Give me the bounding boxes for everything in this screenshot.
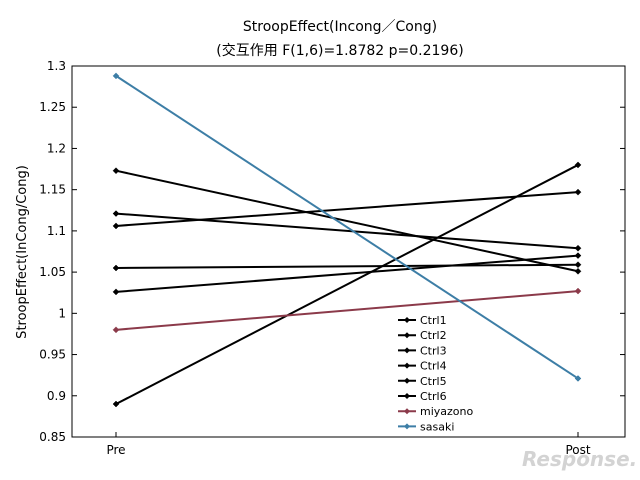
y-tick-label: 1.25 bbox=[39, 100, 66, 114]
y-tick-label: 1.2 bbox=[47, 141, 66, 155]
data-point-ctrl1-pre bbox=[112, 167, 120, 175]
y-axis-title: StroopEffect(InCong/Cong) bbox=[15, 165, 30, 339]
series-line-ctrl6 bbox=[115, 164, 579, 405]
legend-label-miyazono: miyazono bbox=[420, 405, 473, 418]
legend-marker-miyazono bbox=[404, 408, 410, 415]
x-tick-label-pre: Pre bbox=[106, 443, 125, 457]
legend-label-ctrl3: Ctrl3 bbox=[420, 344, 447, 357]
data-point-ctrl2-pre bbox=[112, 210, 120, 217]
data-point-ctrl3-post bbox=[574, 188, 582, 196]
series-line-ctrl5 bbox=[115, 254, 579, 293]
legend-marker-sasaki bbox=[404, 423, 410, 430]
series-line-ctrl1 bbox=[115, 169, 579, 273]
data-point-ctrl5-pre bbox=[112, 288, 120, 296]
y-tick-label: 0.95 bbox=[39, 348, 66, 362]
series-line-sasaki bbox=[115, 75, 579, 380]
watermark-logo: Response. bbox=[522, 447, 637, 471]
legend-label-sasaki: sasaki bbox=[420, 420, 454, 433]
legend-label-ctrl5: Ctrl5 bbox=[420, 375, 447, 388]
x-axis-ticks: Pre Post bbox=[106, 432, 591, 457]
y-tick-label: 1 bbox=[58, 306, 66, 320]
data-point-ctrl1-post bbox=[574, 267, 582, 275]
legend-marker-ctrl1 bbox=[404, 317, 410, 323]
legend: Ctrl1 Ctrl2 Ctrl3 Ctrl4 Ctrl5 Ctrl6 miyazono sa… bbox=[398, 314, 473, 433]
series-line-ctrl3 bbox=[115, 191, 579, 227]
data-point-ctrl6-pre bbox=[112, 400, 120, 408]
series-line-ctrl2 bbox=[115, 212, 579, 250]
legend-marker-ctrl6 bbox=[404, 393, 410, 399]
data-point-ctrl6-post bbox=[574, 161, 582, 169]
data-point-ctrl3-pre bbox=[112, 222, 120, 230]
series-line-miyazono bbox=[115, 290, 579, 331]
data-point-miyazono-post bbox=[574, 287, 582, 295]
series-line-ctrl4 bbox=[115, 263, 579, 269]
y-tick-label: 1.05 bbox=[39, 265, 66, 279]
legend-label-ctrl2: Ctrl2 bbox=[420, 329, 447, 342]
y-tick-label: 1.3 bbox=[47, 59, 66, 73]
y-tick-label: 0.9 bbox=[47, 389, 66, 403]
legend-marker-ctrl5 bbox=[404, 377, 410, 384]
legend-label-ctrl4: Ctrl4 bbox=[420, 360, 447, 373]
plot-frame bbox=[71, 65, 626, 438]
data-point-ctrl5-post bbox=[574, 252, 582, 259]
chart-subtitle: (交互作用 F(1,6)=1.8782 p=0.2196) bbox=[216, 42, 463, 59]
y-tick-label: 1.15 bbox=[39, 183, 66, 197]
chart-title: StroopEffect(Incong／Cong) bbox=[243, 19, 437, 35]
legend-label-ctrl1: Ctrl1 bbox=[420, 314, 447, 327]
y-tick-label: 0.85 bbox=[39, 430, 66, 444]
legend-label-ctrl6: Ctrl6 bbox=[420, 390, 447, 403]
data-point-sasaki-post bbox=[574, 375, 582, 382]
data-point-ctrl4-post bbox=[574, 261, 582, 269]
legend-marker-ctrl4 bbox=[404, 362, 410, 369]
legend-marker-ctrl3 bbox=[404, 347, 410, 354]
y-axis-ticks: 0.85 0.9 0.95 1 1.05 1.1 1.15 1.2 1.25 1.3 bbox=[39, 59, 625, 444]
x-tick-label-post: Post bbox=[565, 443, 590, 457]
data-point-miyazono-pre bbox=[112, 326, 120, 334]
y-tick-label: 1.1 bbox=[47, 224, 66, 238]
legend-marker-ctrl2 bbox=[404, 332, 410, 339]
data-point-sasaki-pre bbox=[112, 72, 120, 80]
series-lines bbox=[112, 72, 582, 408]
data-point-ctrl2-post bbox=[574, 244, 582, 252]
data-point-ctrl4-pre bbox=[112, 264, 120, 272]
